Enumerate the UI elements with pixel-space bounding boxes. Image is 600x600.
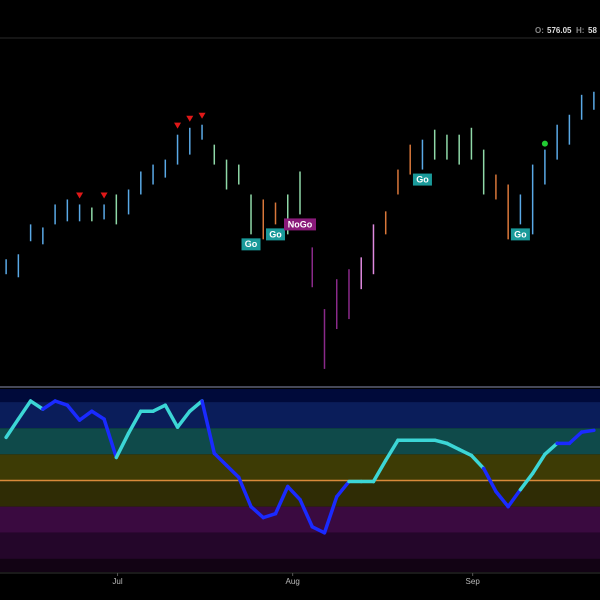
oscillator-segment [4,417,21,440]
ohlc-readout: O: 576.05 H: 58 [535,26,597,35]
oscillator-segment [469,453,486,471]
oscillator-segment [16,399,33,421]
signal-label: Go [514,229,527,239]
oscillator-segment [175,409,192,429]
x-tick-label: Jul [112,577,122,586]
oscillator-segment [494,489,510,509]
oscillator-segment [298,497,314,529]
oscillator-segment [41,399,57,411]
oscillator-segment [114,431,131,460]
x-tick-label: Sep [466,577,481,586]
down-arrow [174,122,182,129]
oscillator-segment [261,511,278,520]
high-label: H: [576,26,584,35]
oscillator-segment [432,438,449,446]
oscillator-segment [481,466,498,494]
oscillator-segment [334,479,351,499]
up-dot [541,140,548,147]
oscillator-segment [163,403,180,429]
x-tick-label: Aug [286,577,300,586]
down-arrow [198,112,206,119]
oscillator-segment [249,504,266,520]
oscillator-segment [273,484,290,516]
oscillator-band [0,402,600,429]
down-arrow [100,192,108,199]
oscillator-segment [53,399,70,407]
high-value: 58 [588,26,597,35]
oscillator-segment [102,417,119,460]
oscillator-segment [65,403,82,422]
signal-label: Go [269,229,282,239]
oscillator-segment [212,451,229,468]
signal-label: NoGo [288,219,313,229]
oscillator-band [0,532,600,559]
signal-box [266,228,286,241]
oscillator-band [0,454,600,481]
signal-label: Go [245,239,258,249]
oscillator-segment [457,447,474,458]
oscillator-segment [28,399,45,411]
oscillator-segment [322,494,339,535]
oscillator-segment [188,399,204,413]
oscillator-segment [237,475,253,509]
oscillator-segment [567,430,584,446]
signal-box [510,228,530,241]
signal-box [284,218,316,231]
oscillator-segment [286,484,302,502]
oscillator-segment [151,403,168,413]
down-arrow [186,115,194,122]
oscillator-segment [445,441,461,452]
oscillator-segment [371,458,388,484]
oscillator-segment [310,525,327,535]
oscillator-band [0,558,600,572]
signal-box [241,238,261,251]
oscillator-segment [383,438,400,463]
oscillator-band [0,389,600,403]
oscillator-segment [77,409,94,422]
open-value: 576.05 [547,26,572,35]
oscillator-segment [126,409,143,435]
open-label: O: [535,26,544,35]
signal-box [412,173,432,186]
oscillator-segment [224,463,241,480]
oscillator-band [0,506,600,533]
oscillator-segment [530,452,547,476]
oscillator-segment [518,471,535,492]
signal-label: Go [416,174,429,184]
oscillator-segment [200,399,217,456]
oscillator-segment [90,409,106,421]
down-arrow [76,192,84,199]
oscillator-segment [543,441,559,457]
oscillator-segment [579,428,596,434]
oscillator-segment [506,487,523,509]
oscillator-band [0,428,600,455]
